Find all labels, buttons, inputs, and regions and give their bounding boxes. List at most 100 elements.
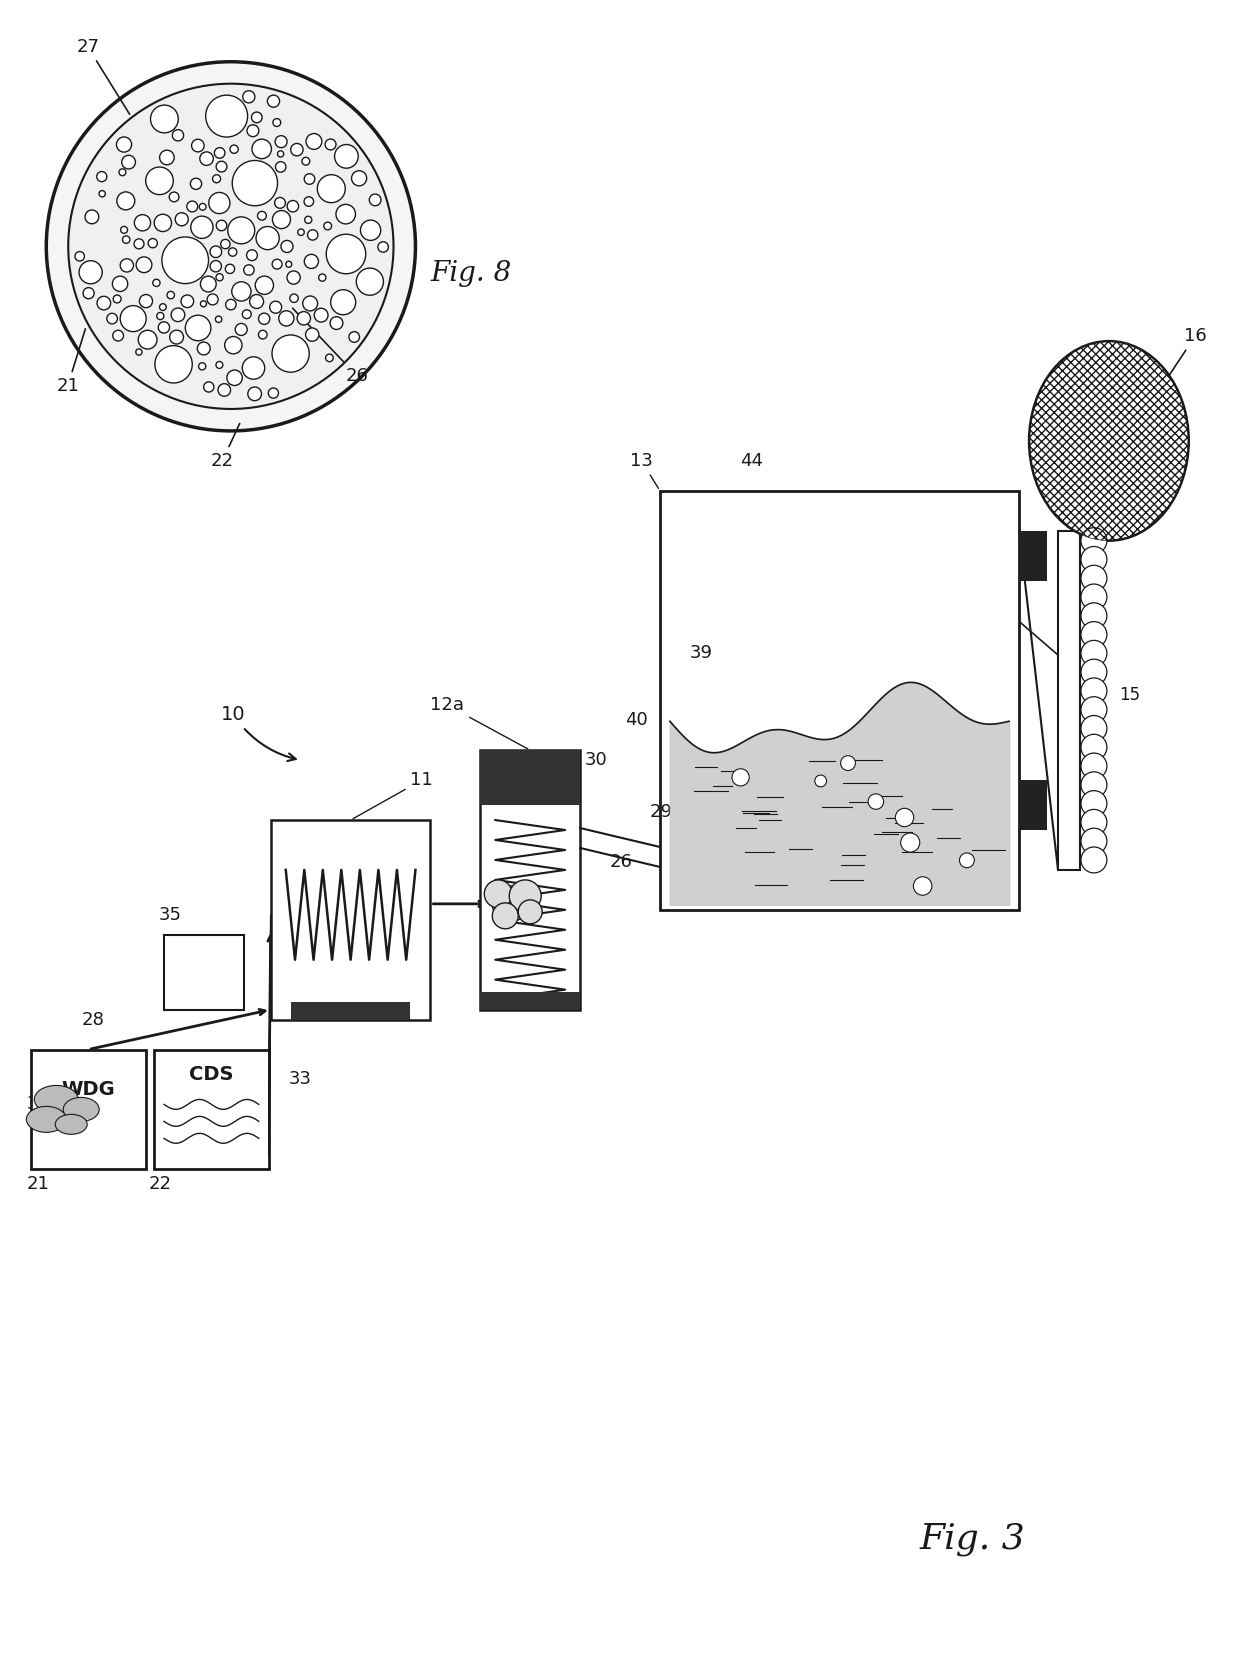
Text: 15: 15 [1118, 686, 1140, 704]
Text: 35: 35 [159, 905, 182, 923]
Bar [1019, 780, 1047, 830]
Circle shape [207, 294, 218, 304]
Circle shape [298, 229, 304, 236]
Circle shape [732, 768, 749, 786]
Circle shape [83, 288, 94, 299]
Text: Fig. 3: Fig. 3 [919, 1522, 1025, 1556]
Circle shape [841, 756, 856, 771]
Circle shape [247, 249, 258, 261]
Text: 44: 44 [740, 452, 763, 470]
Bar [1058, 530, 1080, 870]
Circle shape [331, 289, 356, 315]
Circle shape [68, 84, 393, 408]
Text: 30: 30 [585, 751, 608, 770]
Circle shape [281, 241, 293, 253]
Circle shape [117, 192, 135, 209]
Circle shape [278, 151, 284, 157]
Text: 11: 11 [353, 771, 433, 818]
Text: 29: 29 [650, 803, 673, 821]
Circle shape [249, 294, 264, 308]
Ellipse shape [63, 1097, 99, 1121]
Circle shape [1081, 547, 1107, 572]
Circle shape [248, 386, 262, 402]
Circle shape [1081, 734, 1107, 760]
Circle shape [170, 330, 184, 345]
Circle shape [150, 105, 179, 132]
Circle shape [200, 152, 213, 166]
Text: 39: 39 [689, 644, 713, 663]
Text: 26: 26 [610, 853, 632, 872]
Text: 24: 24 [505, 935, 528, 952]
Circle shape [46, 62, 415, 432]
Circle shape [275, 136, 288, 147]
Bar [660, 490, 1019, 910]
Circle shape [268, 95, 279, 107]
Text: 33: 33 [289, 1071, 311, 1089]
Circle shape [134, 214, 150, 231]
Text: 21: 21 [56, 330, 86, 395]
Circle shape [1081, 791, 1107, 816]
Text: 21: 21 [26, 1174, 50, 1193]
Circle shape [198, 363, 206, 370]
Circle shape [305, 216, 311, 224]
Circle shape [304, 254, 319, 268]
Circle shape [162, 238, 208, 284]
Circle shape [232, 161, 278, 206]
Circle shape [215, 147, 224, 159]
Circle shape [226, 299, 236, 310]
Circle shape [1081, 828, 1107, 855]
Circle shape [229, 146, 238, 154]
Circle shape [123, 236, 130, 243]
Text: 10: 10 [221, 706, 296, 761]
Circle shape [224, 336, 242, 355]
Circle shape [136, 258, 151, 273]
Text: 12a: 12a [430, 696, 528, 750]
Text: WDG: WDG [61, 1081, 115, 1099]
Circle shape [201, 301, 207, 306]
Circle shape [301, 157, 310, 166]
Circle shape [208, 192, 229, 214]
Circle shape [145, 167, 174, 194]
Text: 32: 32 [26, 1096, 50, 1114]
Circle shape [216, 361, 223, 368]
Circle shape [272, 335, 309, 371]
Text: Fig. 8: Fig. 8 [430, 261, 512, 288]
Ellipse shape [35, 1086, 78, 1113]
Circle shape [304, 197, 314, 206]
Circle shape [285, 261, 291, 268]
Circle shape [86, 211, 99, 224]
Circle shape [485, 880, 512, 908]
Circle shape [242, 356, 264, 380]
Circle shape [228, 248, 237, 256]
Text: 28: 28 [81, 1010, 104, 1029]
Circle shape [242, 310, 252, 318]
Circle shape [181, 294, 193, 308]
Circle shape [227, 370, 242, 385]
Circle shape [153, 279, 160, 286]
Circle shape [210, 261, 222, 273]
Bar [480, 992, 580, 1009]
Circle shape [305, 328, 319, 341]
Circle shape [317, 174, 345, 202]
Circle shape [160, 151, 174, 164]
Circle shape [167, 291, 175, 299]
Circle shape [1081, 622, 1107, 647]
Circle shape [206, 95, 248, 137]
Circle shape [197, 341, 210, 355]
Circle shape [172, 130, 184, 141]
Circle shape [1081, 602, 1107, 629]
Circle shape [325, 139, 336, 151]
Circle shape [960, 853, 975, 868]
Circle shape [351, 171, 367, 186]
Circle shape [1081, 565, 1107, 591]
Text: 27: 27 [76, 38, 130, 114]
Circle shape [304, 174, 315, 184]
Circle shape [120, 259, 134, 273]
Circle shape [97, 296, 110, 310]
Circle shape [252, 112, 262, 122]
Circle shape [134, 239, 144, 249]
Circle shape [1081, 753, 1107, 780]
Text: 22: 22 [149, 1174, 172, 1193]
Circle shape [286, 271, 300, 284]
Circle shape [290, 294, 299, 303]
